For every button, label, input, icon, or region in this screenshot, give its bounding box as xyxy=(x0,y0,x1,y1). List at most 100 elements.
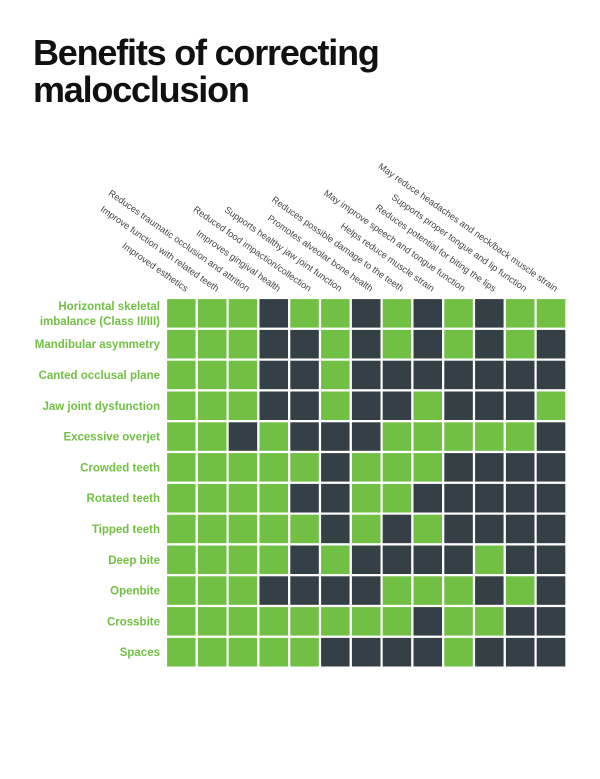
heatmap-cell xyxy=(534,481,568,515)
heatmap-cell xyxy=(503,420,537,454)
heatmap-cell xyxy=(226,420,260,454)
heatmap-cell xyxy=(164,481,198,515)
row-label-openbite: Openbite xyxy=(110,586,160,598)
heatmap-cell xyxy=(534,574,568,608)
heatmap-cell xyxy=(472,481,506,515)
heatmap-cell xyxy=(349,358,383,392)
heatmap-cell xyxy=(380,389,414,423)
heatmap-cell xyxy=(472,358,506,392)
heatmap-cell xyxy=(534,604,568,638)
heatmap-cell xyxy=(195,420,229,454)
heatmap-cell xyxy=(164,420,198,454)
heatmap-cell xyxy=(318,604,352,638)
heatmap-cell xyxy=(164,574,198,608)
heatmap-cell xyxy=(442,358,476,392)
heatmap-cell xyxy=(349,512,383,546)
heatmap-cell xyxy=(288,420,322,454)
heatmap-cell xyxy=(380,296,414,330)
heatmap-cell xyxy=(503,327,537,361)
heatmap-cell xyxy=(349,420,383,454)
row-label-deep-bite: Deep bite xyxy=(108,555,160,567)
heatmap-cell xyxy=(503,604,537,638)
heatmap-cell xyxy=(164,358,198,392)
heatmap-cell xyxy=(257,389,291,423)
heatmap-cell xyxy=(349,604,383,638)
heatmap-cell xyxy=(257,450,291,484)
heatmap-cells xyxy=(164,296,568,669)
heatmap-cell xyxy=(380,574,414,608)
heatmap-cell xyxy=(534,389,568,423)
heatmap-cell xyxy=(442,450,476,484)
heatmap-cell xyxy=(472,327,506,361)
heatmap-cell xyxy=(380,481,414,515)
heatmap-cell xyxy=(195,358,229,392)
heatmap-cell xyxy=(195,604,229,638)
heatmap-cell xyxy=(318,635,352,669)
heatmap-cell xyxy=(349,296,383,330)
row-label-horizontal-skeletal-imbalance-class-ii-iii: Horizontal skeletal imbalance (Class II/I… xyxy=(40,301,160,328)
heatmap-cell xyxy=(534,327,568,361)
heatmap-cell xyxy=(226,481,260,515)
row-label-jaw-joint-dysfunction: Jaw joint dysfunction xyxy=(42,401,160,413)
heatmap-cell xyxy=(442,420,476,454)
heatmap-cell xyxy=(411,543,445,577)
heatmap-cell xyxy=(257,327,291,361)
row-label-crowded-teeth: Crowded teeth xyxy=(80,462,160,474)
heatmap-cell xyxy=(226,358,260,392)
heatmap-cell xyxy=(226,512,260,546)
row-label-rotated-teeth: Rotated teeth xyxy=(87,493,160,505)
heatmap-cell xyxy=(442,543,476,577)
heatmap-cell xyxy=(288,481,322,515)
heatmap-cell xyxy=(503,296,537,330)
heatmap-cell xyxy=(411,635,445,669)
heatmap-cell xyxy=(288,389,322,423)
heatmap-cell xyxy=(534,296,568,330)
heatmap-cell xyxy=(380,512,414,546)
heatmap-cell xyxy=(472,389,506,423)
heatmap-cell xyxy=(534,512,568,546)
heatmap-cell xyxy=(195,296,229,330)
heatmap-cell xyxy=(472,420,506,454)
heatmap-cell xyxy=(318,481,352,515)
heatmap-cell xyxy=(503,512,537,546)
heatmap-cell xyxy=(318,420,352,454)
heatmap-cell xyxy=(164,389,198,423)
heatmap-cell xyxy=(288,450,322,484)
heatmap-cell xyxy=(257,358,291,392)
heatmap-cell xyxy=(195,635,229,669)
heatmap-cell xyxy=(442,604,476,638)
heatmap-cell xyxy=(349,481,383,515)
heatmap-cell xyxy=(534,358,568,392)
row-label-mandibular-asymmetry: Mandibular asymmetry xyxy=(35,339,161,351)
heatmap-cell xyxy=(380,543,414,577)
heatmap-cell xyxy=(442,389,476,423)
heatmap-cell xyxy=(503,635,537,669)
heatmap-cell xyxy=(411,358,445,392)
heatmap-cell xyxy=(472,450,506,484)
heatmap-cell xyxy=(257,481,291,515)
heatmap-cell xyxy=(503,450,537,484)
heatmap-cell xyxy=(226,296,260,330)
heatmap-cell xyxy=(349,389,383,423)
heatmap-cell xyxy=(442,574,476,608)
heatmap-cell xyxy=(226,327,260,361)
heatmap-cell xyxy=(288,543,322,577)
heatmap-cell xyxy=(195,389,229,423)
heatmap-cell xyxy=(503,543,537,577)
row-label-crossbite: Crossbite xyxy=(107,616,160,628)
heatmap-cell xyxy=(318,450,352,484)
heatmap-cell xyxy=(349,635,383,669)
heatmap-cell xyxy=(318,327,352,361)
row-label-tipped-teeth: Tipped teeth xyxy=(92,524,160,536)
heatmap-cell xyxy=(472,512,506,546)
heatmap-cell xyxy=(164,450,198,484)
heatmap-cell xyxy=(164,604,198,638)
heatmap-cell xyxy=(472,543,506,577)
heatmap-cell xyxy=(288,635,322,669)
heatmap-cell xyxy=(442,296,476,330)
heatmap-cell xyxy=(380,450,414,484)
heatmap-cell xyxy=(257,543,291,577)
row-label-excessive-overjet: Excessive overjet xyxy=(63,432,160,444)
heatmap-cell xyxy=(380,358,414,392)
heatmap-cell xyxy=(534,635,568,669)
